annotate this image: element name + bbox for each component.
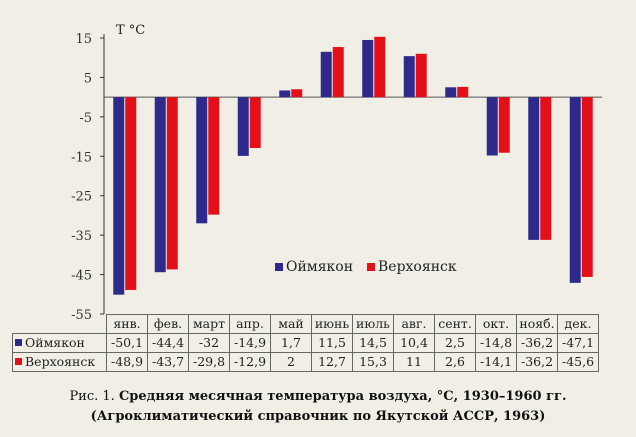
- y-tick-label: -25: [71, 190, 92, 205]
- month-header: июль: [352, 314, 394, 334]
- caption-title: Средняя месячная температура воздуха, °С…: [118, 389, 567, 404]
- table-cell: 15,3: [352, 352, 394, 372]
- caption-source: (Агроклиматический справочник по Якутско…: [90, 409, 546, 424]
- bar-oymyakon: [237, 97, 249, 156]
- month-header: май: [270, 314, 312, 334]
- table-cell: -48,9: [106, 352, 148, 372]
- bar-oymyakon: [154, 97, 166, 273]
- table-cell: -29,8: [188, 352, 230, 372]
- data-table: янв. фев. март апр. май июнь июль авг. с…: [12, 314, 599, 372]
- table-cell: -45,6: [557, 352, 599, 372]
- bar-oymyakon: [320, 51, 332, 98]
- bar-verkhoyansk: [208, 97, 220, 215]
- table-row-verkhoyansk: Верхоянск -48,9 -43,7 -29,8 -12,9 2 12,7…: [12, 352, 599, 372]
- month-header: фев.: [147, 314, 189, 334]
- table-cell: 12,7: [311, 352, 353, 372]
- row-label-text: Верхоянск: [25, 354, 96, 369]
- caption-prefix: Рис. 1.: [69, 389, 115, 404]
- oymyakon-swatch: [15, 339, 22, 346]
- month-header: дек.: [557, 314, 599, 334]
- table-cell: 2: [270, 352, 312, 372]
- y-tick-label: -5: [79, 111, 92, 126]
- table-cell: 14,5: [352, 333, 394, 353]
- table-cell: -14,8: [475, 333, 517, 353]
- bar-oymyakon: [196, 97, 208, 224]
- table-cell: -36,2: [516, 352, 558, 372]
- bar-oymyakon: [445, 87, 457, 98]
- y-tick-label: 15: [75, 32, 92, 47]
- row-label: Оймякон: [12, 333, 107, 353]
- bar-oymyakon: [569, 97, 581, 283]
- legend-swatch: [275, 263, 283, 271]
- table-cell: -12,9: [229, 352, 271, 372]
- table-cell: -47,1: [557, 333, 599, 353]
- bar-oymyakon: [362, 39, 374, 98]
- legend-label: Верхоянск: [378, 259, 457, 275]
- legend-swatch: [367, 263, 375, 271]
- y-tick-label: -15: [71, 150, 92, 165]
- table-cell: -50,1: [106, 333, 148, 353]
- bar-verkhoyansk: [291, 89, 303, 98]
- month-header: нояб.: [516, 314, 558, 334]
- month-header: июнь: [311, 314, 353, 334]
- table-header-row: янв. фев. март апр. май июнь июль авг. с…: [13, 314, 599, 334]
- table-cell: -32: [188, 333, 230, 353]
- legend-label: Оймякон: [286, 259, 353, 275]
- month-header: авг.: [393, 314, 435, 334]
- table-cell: 10,4: [393, 333, 435, 353]
- row-label-text: Оймякон: [25, 335, 85, 350]
- bar-verkhoyansk: [540, 97, 552, 240]
- bar-oymyakon: [279, 90, 291, 98]
- table-cell: -36,2: [516, 333, 558, 353]
- y-unit-label: T °C: [116, 23, 145, 38]
- bar-verkhoyansk: [249, 97, 261, 149]
- bar-verkhoyansk: [581, 97, 593, 277]
- month-header: апр.: [229, 314, 271, 334]
- table-cell: -43,7: [147, 352, 189, 372]
- table-cell: 11,5: [311, 333, 353, 353]
- verkhoyansk-swatch: [15, 358, 22, 365]
- bar-verkhoyansk: [457, 86, 469, 98]
- month-header: сент.: [434, 314, 476, 334]
- bar-oymyakon: [528, 97, 540, 240]
- bar-verkhoyansk: [166, 97, 178, 270]
- bar-verkhoyansk: [332, 47, 344, 98]
- table-cell: 1,7: [270, 333, 312, 353]
- bar-verkhoyansk: [415, 53, 427, 98]
- y-tick-label: -55: [71, 308, 92, 320]
- figure-caption: Рис. 1. Средняя месячная температура воз…: [0, 389, 636, 404]
- y-tick-label: -35: [71, 229, 92, 244]
- bar-oymyakon: [113, 97, 125, 295]
- bar-verkhoyansk: [498, 97, 510, 153]
- row-label: Верхоянск: [12, 352, 107, 372]
- table-cell: -14,9: [229, 333, 271, 353]
- table-cell: 2,6: [434, 352, 476, 372]
- table-cell: -44,4: [147, 333, 189, 353]
- y-tick-label: -45: [71, 269, 92, 284]
- bar-oymyakon: [403, 56, 415, 98]
- table-row-oymyakon: Оймякон -50,1 -44,4 -32 -14,9 1,7 11,5 1…: [12, 333, 599, 353]
- bar-verkhoyansk: [374, 36, 386, 98]
- month-header: март: [188, 314, 230, 334]
- table-corner: [13, 315, 107, 334]
- table-cell: 2,5: [434, 333, 476, 353]
- y-tick-label: 5: [84, 71, 92, 86]
- month-header: янв.: [106, 314, 148, 334]
- table-cell: -14,1: [475, 352, 517, 372]
- month-header: окт.: [475, 314, 517, 334]
- bar-verkhoyansk: [125, 97, 137, 290]
- temperature-chart: 15 5 -5 -15 -25 -35 -45 -55 T °C Оймякон Верхоянск: [71, 23, 602, 320]
- table-cell: 11: [393, 352, 435, 372]
- bar-oymyakon: [486, 97, 498, 156]
